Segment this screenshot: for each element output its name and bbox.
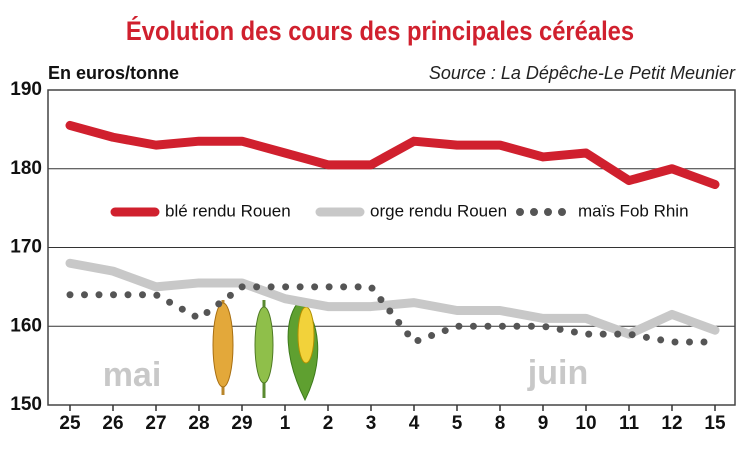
x-tick-label: 5 xyxy=(452,413,463,434)
legend-label: blé rendu Rouen xyxy=(165,201,291,220)
x-tick-label: 25 xyxy=(59,413,81,434)
legend-label: orge rendu Rouen xyxy=(370,201,507,220)
y-tick-label: 190 xyxy=(10,79,42,100)
y-tick-label: 170 xyxy=(10,237,42,258)
x-tick-label: 4 xyxy=(409,413,420,434)
legend-label: maïs Fob Rhin xyxy=(578,201,689,220)
x-tick-label: 2 xyxy=(323,413,334,434)
plot-frame xyxy=(47,89,736,406)
annotation: juin xyxy=(527,354,588,392)
annotation: mai xyxy=(103,356,162,394)
x-tick-label: 26 xyxy=(102,413,123,434)
series-line xyxy=(65,258,720,339)
legend: blé rendu Rouen orge rendu Rouen maïs Fo… xyxy=(110,201,689,220)
x-tick-label: 29 xyxy=(231,413,252,434)
x-tick-label: 28 xyxy=(188,413,209,434)
x-tick-label: 9 xyxy=(538,413,549,434)
grain-illustration xyxy=(212,299,319,402)
x-tick-label: 27 xyxy=(145,413,166,434)
x-tick-label: 11 xyxy=(619,413,640,434)
y-tick-label: 160 xyxy=(10,315,42,336)
y-tick-label: 150 xyxy=(10,394,42,415)
series-line xyxy=(65,120,720,189)
x-tick-label: 10 xyxy=(575,413,596,434)
x-tick-label: 8 xyxy=(495,413,506,434)
series-line xyxy=(66,283,719,346)
y-tick-label: 180 xyxy=(10,158,42,179)
source: Source : La Dépêche-Le Petit Meunier xyxy=(429,63,736,83)
chart-title: Évolution des cours des principales céré… xyxy=(126,16,634,47)
x-tick-label: 12 xyxy=(661,413,682,434)
x-tick-label: 15 xyxy=(704,413,726,434)
x-tick-label: 1 xyxy=(280,413,291,434)
y-axis-label: En euros/tonne xyxy=(48,63,179,83)
x-tick-label: 3 xyxy=(366,413,377,434)
